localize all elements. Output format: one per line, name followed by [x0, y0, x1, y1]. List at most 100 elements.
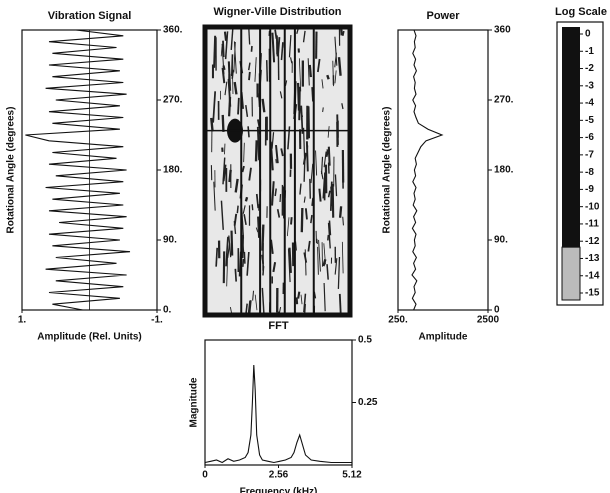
texture — [332, 60, 334, 87]
texture — [254, 57, 257, 82]
colorbar-frame — [556, 21, 604, 306]
y-tick-label: 0.5 — [358, 335, 372, 346]
texture — [307, 240, 311, 252]
y-axis-label: Rotational Angle (degrees) — [6, 107, 17, 234]
y-tick-label: 0.25 — [358, 397, 378, 408]
texture — [252, 290, 255, 301]
texture — [280, 148, 284, 157]
y-tick-label: 0 — [494, 305, 500, 316]
texture — [255, 227, 259, 233]
texture — [225, 236, 229, 267]
texture — [255, 193, 260, 209]
x-tick-label: 2.56 — [269, 470, 289, 481]
texture — [224, 81, 228, 96]
colorbar-label: -15 — [585, 288, 600, 299]
texture — [230, 54, 234, 77]
colorbar-label: -7 — [585, 150, 594, 161]
texture — [257, 216, 261, 238]
texture — [248, 26, 251, 45]
texture — [302, 30, 306, 43]
texture — [334, 174, 338, 197]
texture — [290, 217, 293, 225]
x-axis-label: Frequency (kHz) — [240, 487, 318, 493]
chart-title: Power — [426, 10, 460, 22]
texture — [244, 196, 249, 202]
texture — [243, 214, 247, 226]
texture — [323, 151, 327, 168]
texture — [227, 243, 231, 259]
texture — [288, 247, 292, 273]
colorbar-label: -12 — [585, 236, 600, 247]
texture — [233, 81, 238, 95]
texture — [298, 58, 302, 92]
x-axis-label: Amplitude — [419, 332, 468, 343]
texture — [213, 181, 216, 211]
texture — [302, 127, 306, 159]
texture — [231, 65, 234, 94]
texture — [242, 258, 245, 267]
texture — [304, 208, 308, 220]
texture — [298, 86, 301, 121]
texture — [338, 206, 343, 218]
texture — [271, 132, 275, 149]
texture — [300, 207, 304, 233]
texture — [300, 105, 304, 134]
texture — [243, 142, 245, 163]
plot-frame — [397, 29, 489, 311]
x-tick-label: 5.12 — [342, 470, 362, 481]
texture — [275, 144, 279, 164]
texture — [210, 117, 214, 132]
texture — [221, 43, 225, 75]
colorbar-label: -9 — [585, 184, 594, 195]
x-tick-label: 0 — [202, 470, 208, 481]
x-tick-label: -1. — [151, 315, 163, 326]
y-tick-label: 180. — [163, 165, 183, 176]
y-tick-label: 180. — [494, 165, 514, 176]
texture — [286, 217, 290, 237]
texture — [327, 126, 330, 138]
x-axis-label: Amplitude (Rel. Units) — [37, 332, 141, 343]
texture — [223, 31, 227, 41]
texture — [222, 157, 226, 185]
texture — [327, 222, 331, 249]
colorbar-fill — [562, 27, 580, 248]
colorbar-label: -10 — [585, 201, 600, 212]
colorbar-label: -3 — [585, 80, 594, 91]
texture — [317, 246, 319, 275]
texture — [261, 287, 265, 313]
chart-title: FFT — [268, 320, 288, 332]
texture — [246, 251, 250, 276]
texture — [318, 239, 321, 272]
spectrum-line — [204, 364, 352, 464]
texture — [270, 239, 274, 255]
texture — [271, 181, 275, 206]
texture — [315, 150, 318, 176]
texture — [321, 79, 324, 89]
texture — [320, 171, 324, 180]
signal-line — [411, 29, 444, 311]
texture — [277, 37, 281, 53]
texture — [272, 261, 277, 273]
texture — [323, 282, 326, 312]
texture — [261, 98, 266, 113]
texture — [242, 205, 246, 214]
texture — [299, 183, 302, 195]
texture — [251, 204, 254, 211]
texture — [337, 57, 342, 76]
texture — [230, 27, 234, 51]
texture — [338, 293, 342, 316]
texture — [212, 91, 217, 123]
chart-title: Log Scale — [555, 6, 607, 18]
texture — [274, 29, 278, 39]
texture — [310, 163, 314, 184]
heatmap-frame — [202, 24, 353, 318]
texture — [318, 188, 322, 202]
texture — [226, 255, 229, 287]
colorbar-low — [561, 246, 581, 301]
texture — [331, 183, 335, 218]
colorbar-label: -2 — [585, 63, 594, 74]
texture — [236, 205, 239, 214]
colorbar-label: -1 — [585, 46, 594, 57]
